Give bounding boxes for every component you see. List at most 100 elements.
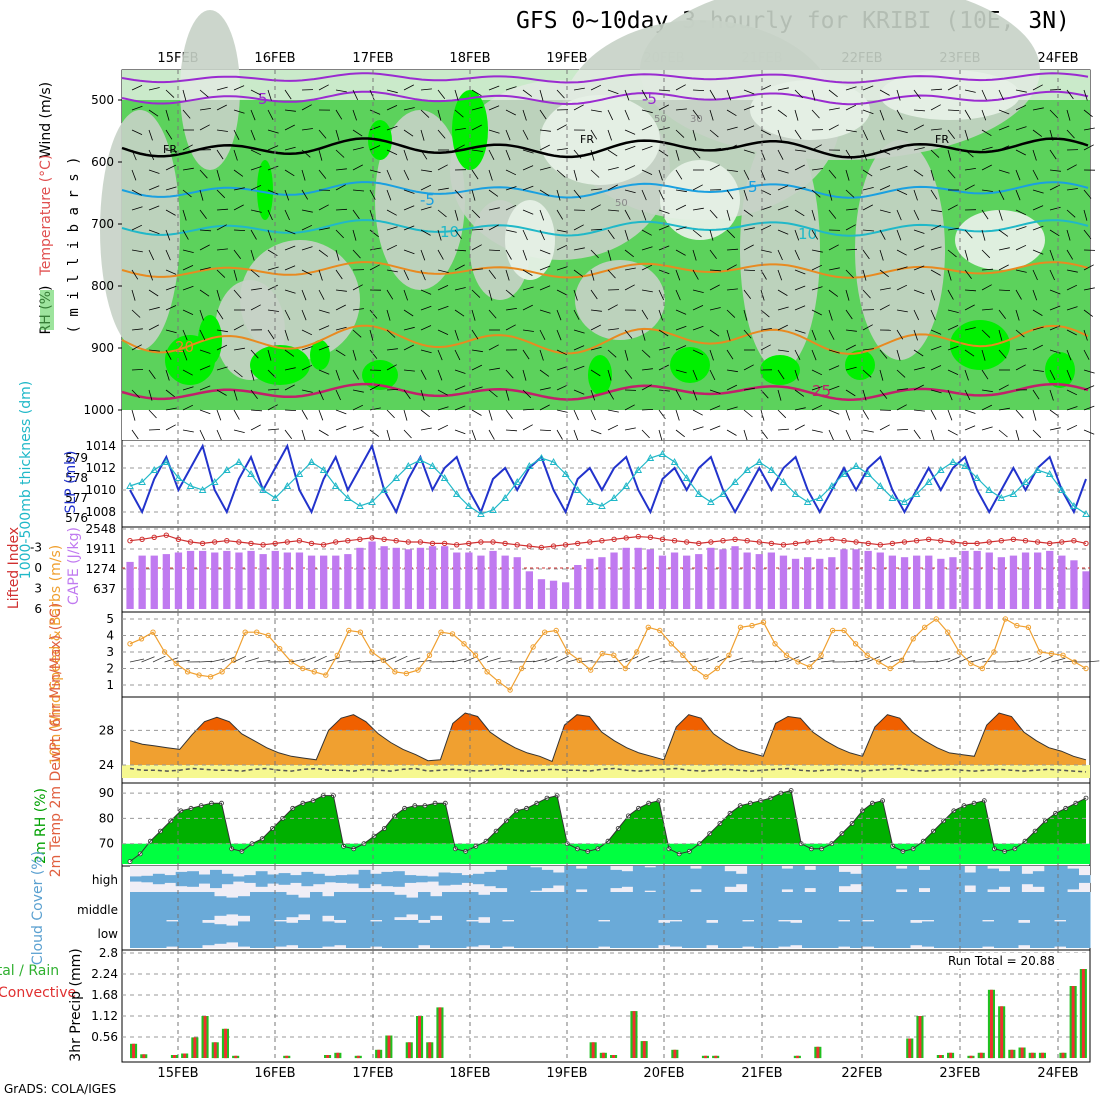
contour-label: 25 — [812, 382, 831, 400]
wind-barb — [692, 249, 697, 261]
wind-barb — [335, 184, 346, 191]
wind-barb — [369, 384, 380, 391]
wind-barb — [369, 329, 374, 341]
ylabel-cloud: Cloud Cover (%) — [30, 851, 46, 965]
wind-barb — [522, 149, 534, 154]
cloud-bar-high — [872, 866, 885, 892]
wind-barb — [811, 329, 817, 341]
cloud-bar-high — [838, 871, 851, 887]
cloud-bar-high — [827, 866, 839, 892]
cloud-bar-low — [1066, 920, 1079, 948]
wind-barb — [913, 309, 920, 321]
wind-barb — [318, 204, 329, 211]
wind-barb — [777, 205, 789, 211]
wind-barb — [488, 105, 500, 111]
wind-point — [887, 665, 893, 672]
cloud-bar-high — [518, 866, 531, 892]
cloud-bar-low — [286, 922, 299, 946]
wind-barb — [437, 424, 449, 431]
wind-barb — [1049, 389, 1054, 401]
wind-barb — [250, 166, 262, 171]
cloud-bar-middle — [418, 892, 431, 920]
wind-barb — [890, 657, 905, 663]
wind-barb — [760, 169, 766, 181]
wind-barb — [862, 429, 874, 433]
thickness-point — [1082, 509, 1090, 517]
wind-barb — [658, 209, 670, 214]
wind-barb — [386, 289, 394, 300]
thickness-point — [343, 493, 352, 501]
cloud-bar-high — [975, 866, 988, 892]
thickness-point — [828, 481, 836, 489]
wind-barb — [845, 429, 851, 441]
wind-barb — [1032, 205, 1044, 211]
wind-barb — [879, 389, 888, 399]
wind-barb — [896, 209, 902, 221]
isotherm-line — [121, 382, 1089, 401]
wind-barb — [386, 149, 398, 155]
precip-conv-bar — [949, 1052, 953, 1059]
wind-barb — [369, 429, 380, 437]
cloud-bar-high — [1055, 866, 1068, 892]
wind-barb — [267, 404, 278, 411]
thickness-point — [610, 493, 618, 501]
thickness-point — [1057, 485, 1066, 493]
wind-barb — [454, 369, 466, 374]
rh-light-blob — [660, 160, 740, 240]
wind-barb — [1032, 107, 1044, 111]
cloud-bar-high — [678, 866, 691, 892]
wind-barb — [1032, 249, 1044, 255]
wind-barb — [692, 409, 703, 416]
cloud-bar-middle — [1006, 892, 1019, 920]
wind-barb — [539, 429, 552, 431]
wind-barb — [505, 129, 511, 141]
wind-barb — [1083, 144, 1094, 151]
wind-barb — [811, 168, 823, 171]
wind-barb — [896, 109, 903, 120]
cape-bar — [441, 546, 449, 609]
wind-barb — [437, 129, 446, 139]
cape-bar — [174, 552, 183, 609]
cloud-bar-low — [466, 921, 479, 947]
wind-barb — [148, 205, 160, 211]
wind-barb — [148, 185, 160, 191]
wind-barb — [1032, 429, 1042, 438]
wind-barb — [573, 389, 585, 395]
wind-barb — [709, 307, 721, 311]
cloud-level-label: low — [98, 927, 119, 941]
dewpoint-band — [122, 765, 1090, 778]
wind-barb — [318, 409, 324, 421]
wind-barb — [131, 189, 142, 196]
isotherm-line — [121, 219, 1089, 237]
cloud-bar-high — [507, 866, 519, 892]
wind-barb — [522, 389, 532, 399]
wind-barb — [148, 109, 159, 117]
wind-barb — [182, 285, 194, 291]
wind-barb — [692, 109, 701, 119]
thickness-point — [525, 461, 534, 469]
wind-barb — [726, 349, 734, 360]
wind-barb — [165, 249, 171, 261]
wind-barb — [964, 289, 977, 292]
wind-barb — [998, 229, 1009, 237]
wind-barb — [420, 149, 428, 160]
thickness-point — [501, 493, 509, 501]
wind-barb — [590, 188, 602, 191]
thickness-point — [1021, 477, 1030, 485]
wind-barb — [743, 125, 755, 131]
wind-barb — [573, 189, 582, 199]
cloud-bar-low — [406, 920, 419, 948]
wind-barb — [624, 267, 636, 271]
wind-barb — [301, 409, 308, 420]
wind-barb — [641, 246, 653, 251]
wind-barb — [352, 308, 364, 311]
wind-point — [588, 667, 594, 673]
wind-barb — [148, 389, 153, 401]
cloud-bar-middle — [898, 892, 911, 920]
wind-barb — [913, 209, 920, 221]
wind-barb — [505, 86, 517, 91]
wind-barb — [1066, 188, 1078, 191]
thickness-tick: 578 — [65, 471, 88, 485]
wind-barb — [624, 284, 635, 291]
wind-barb — [131, 309, 141, 318]
